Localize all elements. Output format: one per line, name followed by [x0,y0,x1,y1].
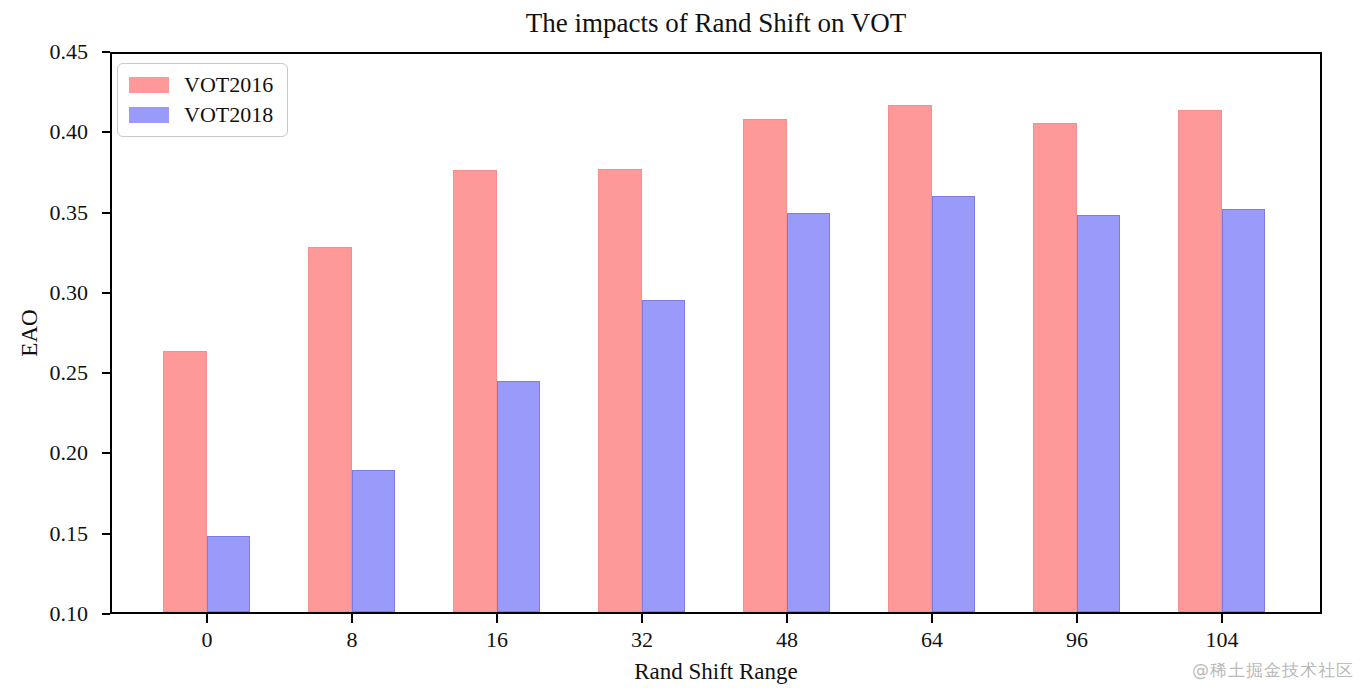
x-tick-label: 32 [597,627,687,653]
bar-vot2018-64 [932,196,975,612]
x-tick-label: 104 [1177,627,1267,653]
x-tick-label: 96 [1032,627,1122,653]
x-tick-label: 0 [162,627,252,653]
legend-swatch-vot2016 [129,77,169,93]
y-tick-label: 0.45 [0,39,96,65]
bar-vot2016-0 [163,351,207,613]
y-tick-mark [102,292,110,294]
chart-title: The impacts of Rand Shift on VOT [110,8,1322,39]
x-tick-mark [206,614,208,623]
bar-vot2018-16 [497,381,540,612]
y-tick-mark [102,613,110,615]
y-tick-mark [102,372,110,374]
y-tick-mark [102,452,110,454]
bar-vot2016-48 [743,119,787,612]
x-tick-mark [496,614,498,623]
bar-vot2018-8 [352,470,395,612]
y-tick-label: 0.15 [0,521,96,547]
x-tick-mark [1221,614,1223,623]
bar-vot2016-64 [888,105,932,612]
legend-swatch-vot2018 [129,107,169,123]
y-tick-label: 0.25 [0,360,96,386]
bar-vot2018-96 [1077,215,1120,612]
legend-label-vot2016: VOT2016 [184,72,273,98]
plot-area [110,52,1322,614]
x-tick-mark [786,614,788,623]
figure: The impacts of Rand Shift on VOT EAO 0.1… [0,0,1372,698]
legend-row: VOT2018 [129,100,273,130]
bar-vot2018-0 [207,536,250,613]
bar-vot2016-32 [598,169,642,612]
y-tick-mark [102,51,110,53]
x-tick-mark [931,614,933,623]
y-tick-label: 0.30 [0,280,96,306]
x-axis-label: Rand Shift Range [110,659,1322,685]
bar-vot2018-104 [1222,209,1265,612]
x-tick-label: 16 [452,627,542,653]
x-tick-label: 64 [887,627,977,653]
bar-vot2018-48 [787,213,830,612]
bar-vot2018-32 [642,300,685,613]
bar-vot2016-104 [1178,110,1222,612]
y-tick-label: 0.20 [0,440,96,466]
y-tick-label: 0.40 [0,119,96,145]
legend-label-vot2018: VOT2018 [184,102,273,128]
x-tick-mark [351,614,353,623]
legend-row: VOT2016 [129,70,273,100]
y-tick-mark [102,131,110,133]
y-tick-label: 0.10 [0,601,96,627]
bar-vot2016-16 [453,170,497,612]
y-tick-mark [102,212,110,214]
x-tick-mark [1076,614,1078,623]
y-axis-ticks: 0.100.150.200.250.300.350.400.45 [0,52,110,614]
legend: VOT2016 VOT2018 [117,63,288,137]
bar-vot2016-96 [1033,123,1077,612]
y-tick-mark [102,533,110,535]
watermark: @稀土掘金技术社区 [1192,659,1354,682]
x-tick-label: 48 [742,627,832,653]
x-tick-mark [641,614,643,623]
y-tick-label: 0.35 [0,200,96,226]
x-tick-label: 8 [307,627,397,653]
bar-vot2016-8 [308,247,352,612]
